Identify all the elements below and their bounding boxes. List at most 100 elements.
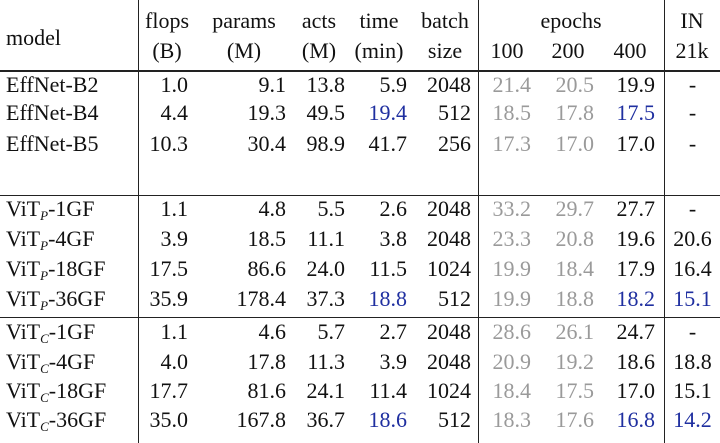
cell-model: EffNet-B4	[6, 100, 99, 125]
cell-in21k: -	[688, 72, 697, 97]
cell-e100: 28.6	[492, 319, 532, 344]
header-epoch-100: 100	[490, 38, 524, 63]
cell-time: 18.6	[368, 407, 408, 432]
cell-time: 5.9	[379, 72, 408, 97]
model-suffix: -4GF	[48, 349, 96, 374]
vline-model	[138, 0, 139, 443]
cell-flops: 4.0	[160, 349, 189, 374]
model-subscript: P	[40, 208, 49, 223]
cell-model: ViTC-18GF	[6, 378, 131, 404]
model-base: ViT	[6, 226, 41, 251]
cell-model: ViTC-36GF	[6, 407, 131, 433]
cell-e100: 18.4	[492, 378, 532, 403]
cell-e200: 19.2	[555, 349, 595, 374]
cell-e400: 17.0	[616, 378, 656, 403]
model-subscript: P	[40, 298, 49, 313]
model-base: ViT	[6, 286, 41, 311]
cell-batch: 2048	[427, 319, 471, 344]
cell-e200: 18.4	[555, 256, 595, 281]
model-subscript: C	[40, 331, 49, 346]
cell-flops: 10.3	[149, 131, 189, 156]
model-suffix: -1GF	[48, 196, 95, 221]
cell-flops: 4.4	[160, 100, 189, 125]
cell-e100: 18.3	[492, 407, 532, 432]
cell-params: 19.3	[247, 100, 287, 125]
cell-e200: 17.6	[555, 407, 595, 432]
rule-vitp	[0, 317, 720, 318]
cell-flops: 3.9	[160, 226, 189, 251]
header-batch: batch	[421, 8, 469, 33]
cell-e100: 23.3	[492, 226, 532, 251]
cell-e100: 33.2	[492, 196, 532, 221]
header-acts-unit: (M)	[301, 38, 337, 63]
cell-flops: 17.7	[149, 378, 189, 403]
cell-in21k: 18.8	[673, 349, 712, 374]
cell-batch: 512	[438, 407, 471, 432]
cell-e200: 29.7	[555, 196, 595, 221]
cell-e100: 19.9	[492, 256, 532, 281]
cell-model: ViTP-18GF	[6, 256, 131, 282]
cell-in21k: -	[688, 196, 697, 221]
cell-time: 3.9	[379, 349, 408, 374]
header-epoch-400: 400	[613, 38, 647, 63]
model-subscript: P	[40, 268, 49, 283]
rule-header	[0, 70, 720, 72]
model-suffix: -18GF	[48, 256, 106, 281]
header-in: IN	[680, 8, 704, 33]
cell-acts: 24.0	[306, 256, 346, 281]
cell-in21k: -	[688, 131, 697, 156]
header-params: params	[212, 8, 276, 33]
cell-in21k: 15.1	[673, 378, 712, 403]
cell-time: 11.5	[369, 256, 407, 281]
vline-in21k	[664, 0, 665, 443]
model-subscript: C	[40, 390, 49, 405]
cell-model: ViTC-4GF	[6, 349, 131, 375]
model-suffix: -36GF	[48, 286, 106, 311]
header-epochs: epochs	[540, 8, 602, 33]
cell-acts: 11.3	[307, 349, 345, 374]
cell-model: EffNet-B2	[6, 72, 99, 97]
cell-e200: 17.0	[555, 131, 595, 156]
header-21k: 21k	[675, 38, 709, 63]
cell-flops: 1.1	[160, 196, 189, 221]
model-subscript: P	[40, 238, 49, 253]
cell-e400: 19.9	[616, 72, 656, 97]
cell-model: ViTP-1GF	[6, 196, 131, 222]
cell-time: 3.8	[379, 226, 408, 251]
cell-e400: 17.5	[616, 100, 656, 125]
model-suffix: -36GF	[48, 407, 107, 432]
cell-params: 17.8	[247, 349, 287, 374]
cell-e200: 20.8	[555, 226, 595, 251]
cell-params: 4.6	[258, 319, 287, 344]
cell-batch: 2048	[427, 349, 471, 374]
model-suffix: -4GF	[48, 226, 95, 251]
cell-flops: 1.0	[160, 72, 189, 97]
cell-time: 41.7	[368, 131, 408, 156]
model-suffix: -18GF	[48, 378, 107, 403]
cell-params: 9.1	[258, 72, 287, 97]
cell-in21k: 16.4	[673, 256, 712, 281]
cell-acts: 11.1	[307, 226, 345, 251]
model-base: ViT	[6, 256, 41, 281]
cell-acts: 36.7	[306, 407, 346, 432]
cell-time: 2.6	[379, 196, 408, 221]
cell-batch: 256	[438, 131, 471, 156]
cell-e400: 17.9	[616, 256, 656, 281]
cell-acts: 49.5	[306, 100, 346, 125]
cell-params: 86.6	[247, 256, 287, 281]
cell-e400: 19.6	[616, 226, 656, 251]
header-batch-unit: size	[427, 38, 463, 63]
cell-in21k: -	[688, 319, 697, 344]
model-base: ViT	[6, 378, 41, 403]
cell-model: ViTP-36GF	[6, 286, 131, 312]
cell-flops: 1.1	[160, 319, 189, 344]
cell-flops: 35.9	[149, 286, 189, 311]
header-flops-unit: (B)	[152, 38, 182, 63]
cell-batch: 512	[438, 286, 471, 311]
cell-params: 178.4	[236, 286, 287, 311]
cell-e400: 17.0	[616, 131, 656, 156]
header-time-unit: (min)	[354, 38, 404, 63]
cell-time: 11.4	[369, 378, 407, 403]
cell-batch: 2048	[427, 226, 471, 251]
